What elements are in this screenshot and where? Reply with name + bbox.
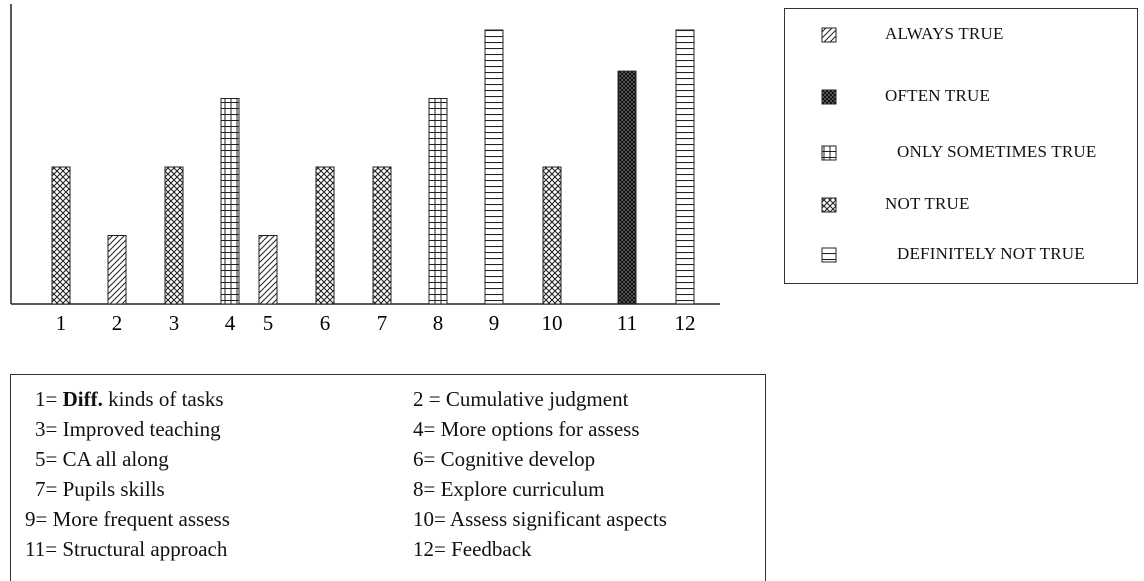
- key-text: Assess significant aspects: [445, 507, 667, 531]
- bar-12: [675, 29, 695, 305]
- bar-8: [428, 98, 448, 305]
- x-tick-label: 5: [263, 311, 274, 335]
- legend-swatch-dense-crosshatch: [821, 85, 837, 109]
- legend-label: OFTEN TRUE: [885, 86, 991, 105]
- x-tick-label: 6: [320, 311, 331, 335]
- key-number: 7=: [35, 477, 58, 501]
- x-tick-label: 11: [617, 311, 637, 335]
- key-number: 6=: [413, 447, 436, 471]
- x-tick-label: 2: [112, 311, 123, 335]
- x-tick-label: 1: [56, 311, 67, 335]
- x-tick-label: 4: [225, 311, 236, 335]
- key-number: 12=: [413, 537, 446, 561]
- bar-6: [315, 166, 335, 305]
- key-entry-7: 7= Pupils skills: [35, 477, 165, 502]
- key-text: Pupils skills: [57, 477, 165, 501]
- key-number: 5=: [35, 447, 58, 471]
- key-number: 2 =: [413, 387, 441, 411]
- key-entry-12: 12= Feedback: [413, 537, 532, 562]
- key-entry-11: 11= Structural approach: [25, 537, 227, 562]
- key-entry-4: 4= More options for assess: [413, 417, 640, 442]
- key-entry-3: 3= Improved teaching: [35, 417, 221, 442]
- legend-swatch-crosshatch: [821, 193, 837, 217]
- x-tick-label: 10: [542, 311, 563, 335]
- key-entry-9: 9= More frequent assess: [25, 507, 230, 532]
- key-text: More options for assess: [435, 417, 640, 441]
- key-entry-1: 1= Diff. kinds of tasks: [35, 387, 224, 412]
- bar-chart: 1 2 3 4 5 6 7 8 9 10 11 12: [10, 4, 720, 335]
- key-entry-6: 6= Cognitive develop: [413, 447, 595, 472]
- bar-4: [220, 98, 240, 305]
- legend-label: ALWAYS TRUE: [885, 24, 1004, 43]
- legend-label: ONLY SOMETIMES TRUE: [897, 142, 1097, 161]
- key-number: 10=: [413, 507, 446, 531]
- bar-3: [164, 166, 184, 305]
- legend-swatch-grid: [821, 141, 837, 165]
- bar-2: [107, 235, 127, 305]
- key-entry-10: 10= Assess significant aspects: [413, 507, 667, 532]
- key-text: Feedback: [445, 537, 532, 561]
- key-number: 11=: [25, 537, 58, 561]
- key-number: 3=: [35, 417, 58, 441]
- bar-1: [51, 166, 71, 305]
- x-tick-label: 7: [377, 311, 388, 335]
- bar-9: [484, 29, 504, 305]
- key-entry-5: 5= CA all along: [35, 447, 169, 472]
- key-text: kinds of tasks: [102, 387, 224, 411]
- x-tick-label: 12: [675, 311, 696, 335]
- key-number: 8=: [413, 477, 436, 501]
- key-entry-8: 8= Explore curriculum: [413, 477, 604, 502]
- key-text: Improved teaching: [57, 417, 221, 441]
- key-text: Explore curriculum: [435, 477, 605, 501]
- bar-10: [542, 166, 562, 305]
- key-number: 4=: [413, 417, 436, 441]
- category-key: 1= Diff. kinds of tasks 2 = Cumulative ju…: [10, 374, 766, 581]
- key-text: Cognitive develop: [435, 447, 596, 471]
- key-text: Cumulative judgment: [440, 387, 629, 411]
- legend-label: DEFINITELY NOT TRUE: [897, 244, 1085, 263]
- x-tick-label: 3: [169, 311, 180, 335]
- bar-7: [372, 166, 392, 305]
- key-bold: Diff.: [62, 387, 103, 411]
- x-tick-label: 9: [489, 311, 500, 335]
- key-entry-2: 2 = Cumulative judgment: [413, 387, 628, 412]
- key-text: Structural approach: [57, 537, 228, 561]
- legend: ALWAYS TRUE OFTEN TRUE ONLY SOMETIMES TRUE…: [784, 8, 1138, 284]
- key-number: 1=: [35, 387, 58, 411]
- key-number: 9=: [25, 507, 48, 531]
- legend-swatch-horizontal-lines: [821, 243, 837, 267]
- legend-label: NOT TRUE: [885, 194, 970, 213]
- key-text: CA all along: [57, 447, 169, 471]
- bar-5: [258, 235, 278, 305]
- bar-11: [617, 70, 637, 305]
- x-tick-label: 8: [433, 311, 444, 335]
- key-text: More frequent assess: [47, 507, 230, 531]
- legend-swatch-diagonal-hatch: [821, 23, 837, 47]
